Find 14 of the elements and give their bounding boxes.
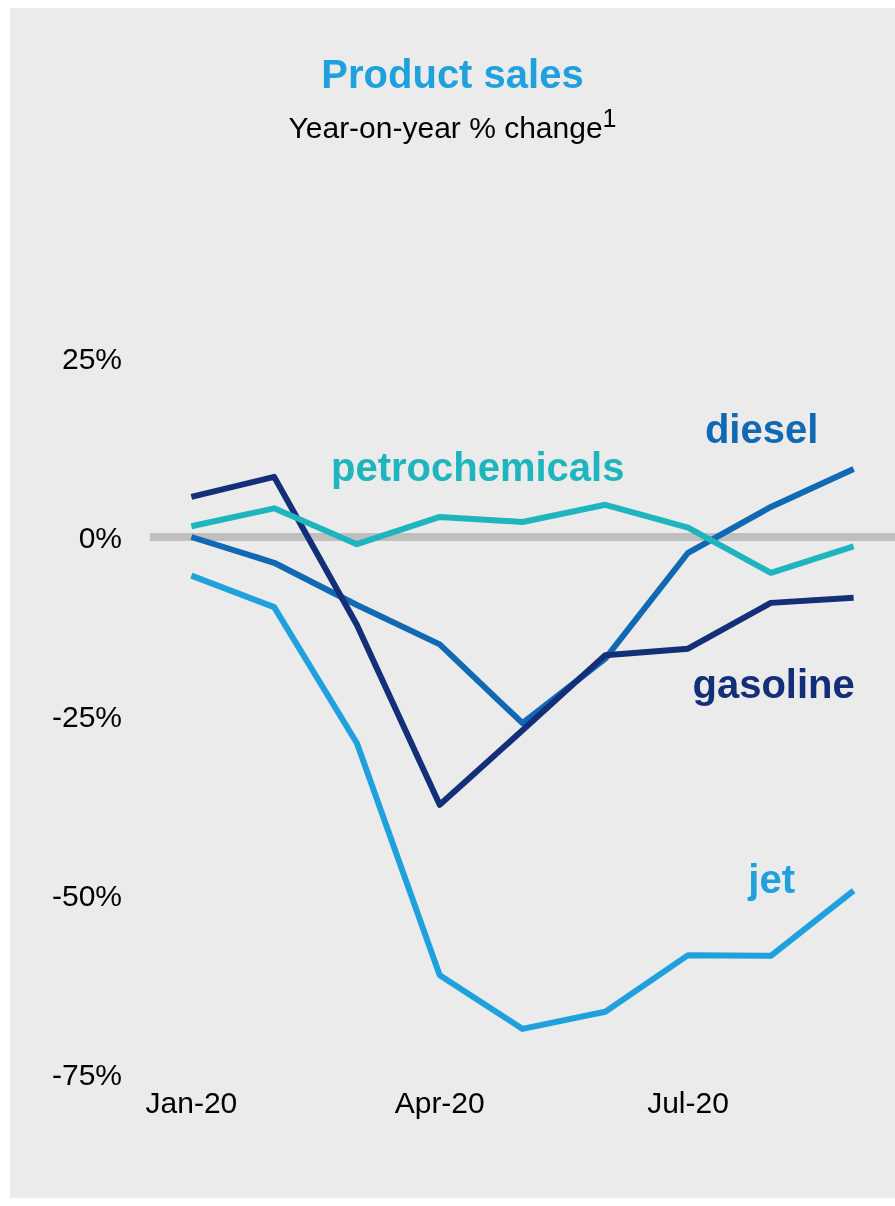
- series-label: gasoline: [692, 661, 855, 706]
- series-label: petrochemicals: [330, 444, 625, 489]
- x-tick-label: Jan-20: [145, 1086, 238, 1120]
- y-tick-label: 0%: [78, 520, 122, 554]
- y-tick-label: -25%: [51, 699, 122, 733]
- chart-title: Product sales: [320, 51, 585, 98]
- series-label: jet: [747, 856, 795, 901]
- series-label: diesel: [704, 406, 819, 451]
- y-tick-label: -75%: [51, 1057, 122, 1091]
- y-tick-label: 25%: [61, 341, 122, 375]
- y-tick-label: -50%: [51, 878, 122, 912]
- x-tick-label: Jul-20: [647, 1086, 729, 1120]
- chart-subtitle: Year-on-year % change$^{1}$: [287, 103, 618, 146]
- x-tick-label: Apr-20: [394, 1086, 485, 1120]
